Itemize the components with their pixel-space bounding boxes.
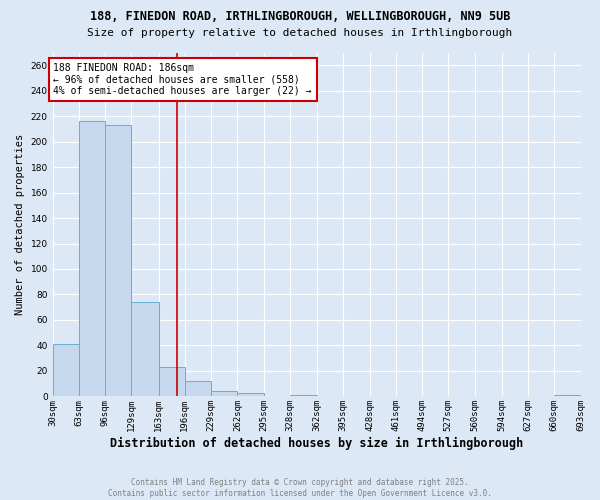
Bar [554, 395, 581, 396]
Bar [79, 122, 105, 396]
X-axis label: Distribution of detached houses by size in Irthlingborough: Distribution of detached houses by size … [110, 437, 523, 450]
Bar [290, 395, 317, 396]
Bar [131, 302, 158, 396]
Text: Size of property relative to detached houses in Irthlingborough: Size of property relative to detached ho… [88, 28, 512, 38]
Bar [158, 367, 185, 396]
Bar [105, 125, 131, 396]
Bar [185, 381, 211, 396]
Bar [211, 391, 238, 396]
Text: 188, FINEDON ROAD, IRTHLINGBOROUGH, WELLINGBOROUGH, NN9 5UB: 188, FINEDON ROAD, IRTHLINGBOROUGH, WELL… [90, 10, 510, 23]
Text: 188 FINEDON ROAD: 186sqm
← 96% of detached houses are smaller (558)
4% of semi-d: 188 FINEDON ROAD: 186sqm ← 96% of detach… [53, 62, 312, 96]
Bar [53, 344, 79, 397]
Text: Contains HM Land Registry data © Crown copyright and database right 2025.
Contai: Contains HM Land Registry data © Crown c… [108, 478, 492, 498]
Y-axis label: Number of detached properties: Number of detached properties [15, 134, 25, 315]
Bar [238, 392, 263, 396]
